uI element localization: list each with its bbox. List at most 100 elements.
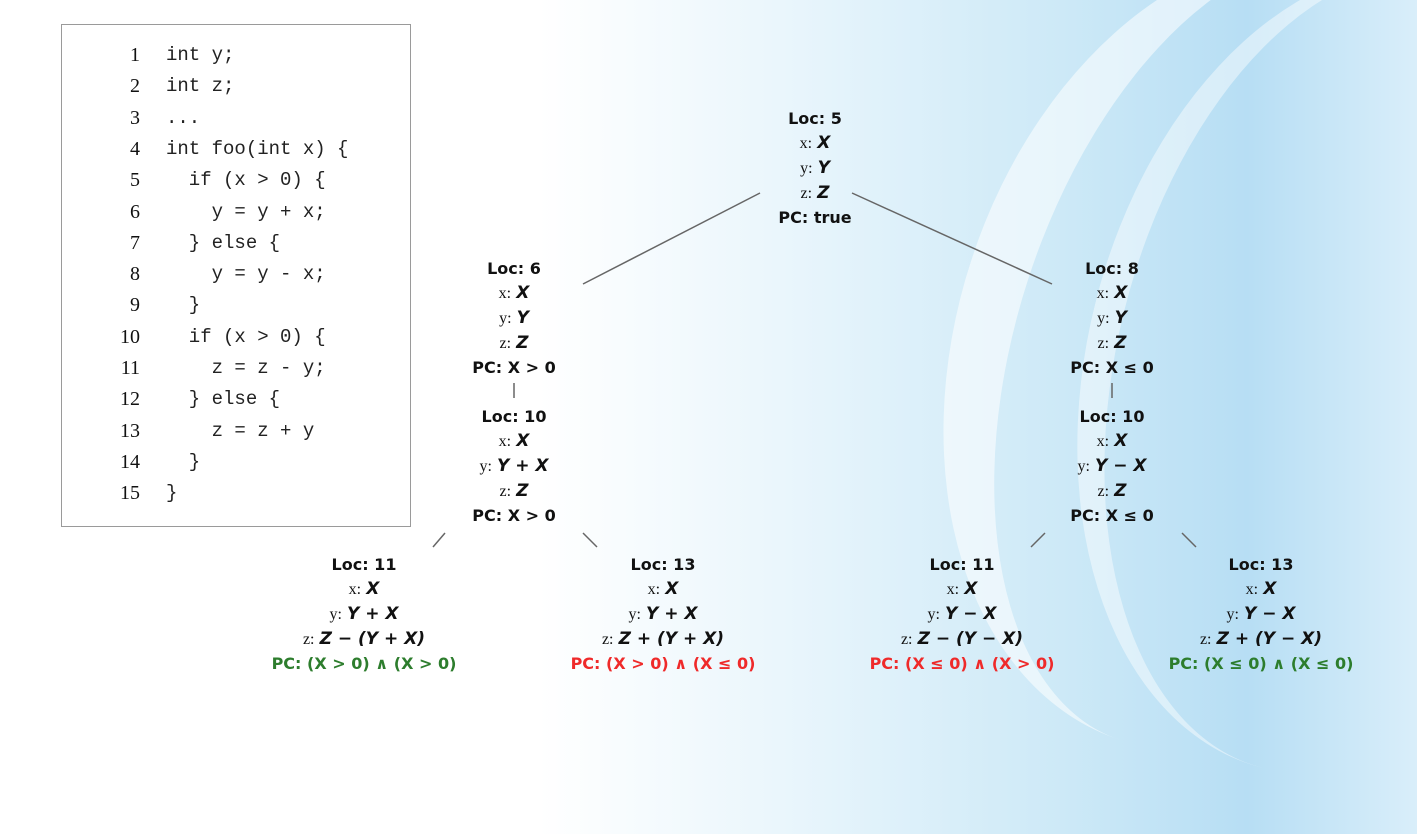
y-label: y: [1097, 310, 1110, 327]
code-line: 8 y = y - x; [62, 259, 410, 289]
code-text: z = z + y [166, 419, 315, 442]
y-value: Y + X [347, 604, 399, 624]
code-text: y = y - x; [166, 263, 326, 286]
node-loc10-left: Loc: 10 x: X y: Y + X z: Z PC: X > 0 [472, 405, 555, 528]
line-number: 5 [130, 169, 140, 192]
y-value: Y − X [1244, 604, 1296, 624]
x-value: X [1263, 579, 1277, 599]
tree-edges [432, 192, 1197, 548]
code-line: 14 } [62, 447, 410, 477]
z-label: z: [800, 185, 813, 202]
x-label: x: [498, 285, 512, 302]
code-text: ... [166, 106, 201, 129]
code-text: int z; [166, 75, 235, 98]
line-number: 11 [120, 357, 140, 379]
y-label: y: [1077, 458, 1090, 475]
y-value: Y − X [945, 604, 997, 624]
x-label: x: [647, 581, 661, 598]
line-number: 14 [120, 450, 140, 473]
z-label: z: [1199, 631, 1212, 648]
path-condition-feasible: PC: (X > 0) ∧ (X > 0) [271, 654, 457, 673]
y-value: Y [817, 158, 830, 178]
code-text: } [166, 450, 201, 473]
node-loc-label: Loc: 13 [1228, 555, 1294, 574]
edge-left10-ll [432, 532, 446, 548]
node-loc-label: Loc: 13 [630, 555, 696, 574]
z-value: Z [516, 481, 529, 501]
line-number: 2 [130, 75, 140, 98]
y-value: Y − X [1095, 456, 1147, 476]
line-number: 6 [130, 200, 140, 223]
z-value: Z + (Y − X) [1216, 629, 1323, 649]
path-condition-infeasible: PC: (X > 0) ∧ (X ≤ 0) [570, 654, 756, 673]
node-loc-label: Loc: 5 [788, 109, 842, 128]
line-number: 10 [120, 325, 140, 348]
line-number: 13 [120, 419, 140, 442]
node-loc11-rl: Loc: 11 x: X y: Y − X z: Z − (Y − X) PC:… [870, 553, 1055, 676]
x-value: X [817, 133, 831, 153]
code-text: } else { [166, 388, 281, 411]
z-label: z: [601, 631, 614, 648]
code-line: 15} [62, 478, 410, 508]
y-label: y: [499, 310, 512, 327]
x-value: X [516, 283, 530, 303]
z-value: Z [1114, 333, 1127, 353]
x-label: x: [348, 581, 362, 598]
z-label: z: [1097, 483, 1110, 500]
z-value: Z [1114, 481, 1127, 501]
y-label: y: [628, 606, 641, 623]
x-value: X [1114, 431, 1128, 451]
code-text: } else { [166, 231, 281, 254]
node-loc11-ll: Loc: 11 x: X y: Y + X z: Z − (Y + X) PC:… [272, 553, 457, 676]
x-label: x: [1096, 433, 1110, 450]
y-label: y: [927, 606, 940, 623]
code-line: 11 z = z - y; [62, 353, 410, 383]
node-loc-label: Loc: 10 [481, 407, 547, 426]
node-loc13-rr: Loc: 13 x: X y: Y − X z: Z + (Y − X) PC:… [1169, 553, 1354, 676]
node-loc-label: Loc: 10 [1079, 407, 1145, 426]
line-number: 8 [130, 263, 140, 286]
path-condition: PC: true [778, 208, 852, 227]
code-text: int foo(int x) { [166, 137, 349, 160]
z-label: z: [302, 631, 315, 648]
y-label: y: [329, 606, 342, 623]
y-value: Y + X [497, 456, 549, 476]
line-number: 4 [130, 137, 140, 160]
x-label: x: [946, 581, 960, 598]
y-label: y: [479, 458, 492, 475]
z-label: z: [1097, 335, 1110, 352]
node-loc-label: Loc: 6 [487, 259, 541, 278]
z-value: Z − (Y + X) [319, 629, 426, 649]
code-line: 7 } else { [62, 228, 410, 258]
y-value: Y + X [646, 604, 698, 624]
edge-right10-rr [1181, 532, 1197, 548]
code-text: } [166, 294, 201, 317]
node-loc-label: Loc: 11 [929, 555, 995, 574]
x-label: x: [498, 433, 512, 450]
code-text: z = z - y; [166, 357, 326, 379]
x-label: x: [1245, 581, 1259, 598]
path-condition: PC: X > 0 [472, 358, 556, 377]
node-loc8: Loc: 8 x: X y: Y z: Z PC: X ≤ 0 [1070, 257, 1153, 380]
z-value: Z [817, 183, 830, 203]
code-line: 9 } [62, 290, 410, 320]
node-loc10-right: Loc: 10 x: X y: Y − X z: Z PC: X ≤ 0 [1070, 405, 1153, 528]
y-label: y: [800, 160, 813, 177]
code-line: 1 int y; [62, 40, 410, 70]
code-text: } [166, 482, 178, 505]
node-loc-label: Loc: 8 [1085, 259, 1139, 278]
node-loc13-lr: Loc: 13 x: X y: Y + X z: Z + (Y + X) PC:… [571, 553, 756, 676]
edge-right10-rl [1030, 532, 1046, 548]
node-loc6: Loc: 6 x: X y: Y z: Z PC: X > 0 [472, 257, 555, 380]
line-number: 12 [120, 388, 140, 411]
x-value: X [1114, 283, 1128, 303]
path-condition-feasible: PC: (X ≤ 0) ∧ (X ≤ 0) [1168, 654, 1354, 673]
code-line: 10 if (x > 0) { [62, 322, 410, 352]
y-value: Y [1114, 308, 1127, 328]
x-value: X [964, 579, 978, 599]
x-value: X [665, 579, 679, 599]
z-label: z: [499, 335, 512, 352]
code-line: 13 z = z + y [62, 416, 410, 446]
y-label: y: [1226, 606, 1239, 623]
node-loc5: Loc: 5 x: X y: Y z: Z PC: true [778, 107, 851, 230]
